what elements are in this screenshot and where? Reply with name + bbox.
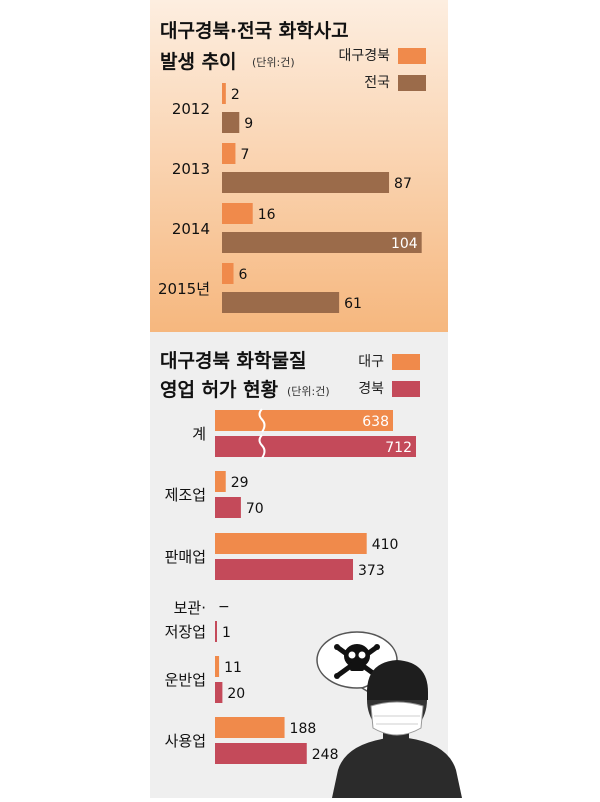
permits-category-label-3-line1: 보관· <box>174 599 206 617</box>
accidents-value-label-0-s1: 9 <box>244 116 253 132</box>
legend-national-swatch <box>398 75 426 91</box>
accidents-value-label-2-s0: 16 <box>258 207 276 223</box>
accidents-value-label-3-s1: 61 <box>344 296 362 312</box>
legend-daegu-swatch <box>392 354 420 370</box>
permits-category-label-3-line2: 저장업 <box>165 623 206 641</box>
accidents-bar-3-s1 <box>222 292 340 313</box>
permits-value-label-5-s0: 188 <box>290 721 317 737</box>
permits-bar-4-s1 <box>215 682 223 703</box>
accidents-value-label-0-s0: 2 <box>231 87 240 103</box>
accidents-bar-3-s0 <box>222 263 234 284</box>
accidents-value-label-2-s1: 104 <box>391 236 418 252</box>
permits-value-label-3-s1: 1 <box>222 625 231 641</box>
permits-bar-5-s1 <box>215 743 307 764</box>
accidents-bar-0-s0 <box>222 83 226 104</box>
accidents-bar-1-s1 <box>222 172 390 193</box>
permits-value-label-1-s0: 29 <box>231 475 249 491</box>
legend-gyeongbuk-label: 경북 <box>358 381 384 397</box>
permits-bar-1-s0 <box>215 471 226 492</box>
legend-daegu-gyeongbuk-label: 대구경북 <box>338 48 390 64</box>
accidents-category-label-3: 2015년 <box>158 280 210 298</box>
accidents-category-label-2: 2014 <box>172 220 210 238</box>
legend-national-label: 전국 <box>364 75 390 91</box>
permits-category-label-5: 사용업 <box>165 732 206 750</box>
permits-value-label-1-s1: 70 <box>246 501 264 517</box>
permits-value-label-0-s0: 638 <box>362 414 389 430</box>
permits-value-label-4-s1: 20 <box>227 686 245 702</box>
accidents-value-label-1-s1: 87 <box>394 176 412 192</box>
accidents-title-line1: 대구경북·전국 화학사고 <box>160 20 349 42</box>
accidents-unit: (단위:건) <box>252 56 295 69</box>
accidents-bar-2-s1 <box>222 232 422 253</box>
accidents-value-label-1-s0: 7 <box>240 147 249 163</box>
permits-bar-2-s0 <box>215 533 367 554</box>
permits-bar-3-s1 <box>215 621 217 642</box>
accidents-category-label-0: 2012 <box>172 100 210 118</box>
permits-axis-break-1 <box>258 434 266 459</box>
permits-bars: 계 638 712 제조업 29 70 판매업 410 373 보관· 저장업− 1 운반업 11 20 사용… <box>165 408 416 764</box>
permits-unit: (단위:건) <box>287 385 330 398</box>
accidents-bar-2-s0 <box>222 203 253 224</box>
legend-gyeongbuk-swatch <box>392 381 420 397</box>
permits-value-label-2-s0: 410 <box>372 537 399 553</box>
permits-bar-4-s0 <box>215 656 220 677</box>
permits-value-label-0-s1: 712 <box>385 440 412 456</box>
permits-value-label-4-s0: 11 <box>224 660 242 676</box>
permits-value-label-3-s0: − <box>218 599 230 615</box>
legend-daegu-label: 대구 <box>358 354 384 370</box>
permits-bar-1-s1 <box>215 497 241 518</box>
accidents-value-label-3-s0: 6 <box>239 267 248 283</box>
accidents-category-label-1: 2013 <box>172 160 210 178</box>
accidents-bars: 2012 29 2013 7 87 2014 16 104 2015년 6 61 <box>158 83 422 313</box>
permits-value-label-5-s1: 248 <box>312 747 339 763</box>
permits-title-line2: 영업 허가 현황 <box>160 378 279 401</box>
permits-axis-break-0 <box>258 408 266 433</box>
accidents-title-line2: 발생 추이 <box>160 51 237 73</box>
permits-category-label-1: 제조업 <box>165 486 206 504</box>
accidents-bar-1-s0 <box>222 143 236 164</box>
permits-category-label-4: 운반업 <box>165 671 206 689</box>
permits-value-label-2-s1: 373 <box>358 563 385 579</box>
accidents-bar-0-s1 <box>222 112 240 133</box>
permits-category-label-0: 계 <box>192 425 206 443</box>
legend-daegu-gyeongbuk-swatch <box>398 48 426 64</box>
permits-bar-2-s1 <box>215 559 354 580</box>
permits-category-label-2: 판매업 <box>165 548 206 566</box>
permits-title-line1: 대구경북 화학물질 <box>160 350 306 372</box>
masked-person-icon <box>332 660 462 798</box>
permits-bar-5-s0 <box>215 717 285 738</box>
